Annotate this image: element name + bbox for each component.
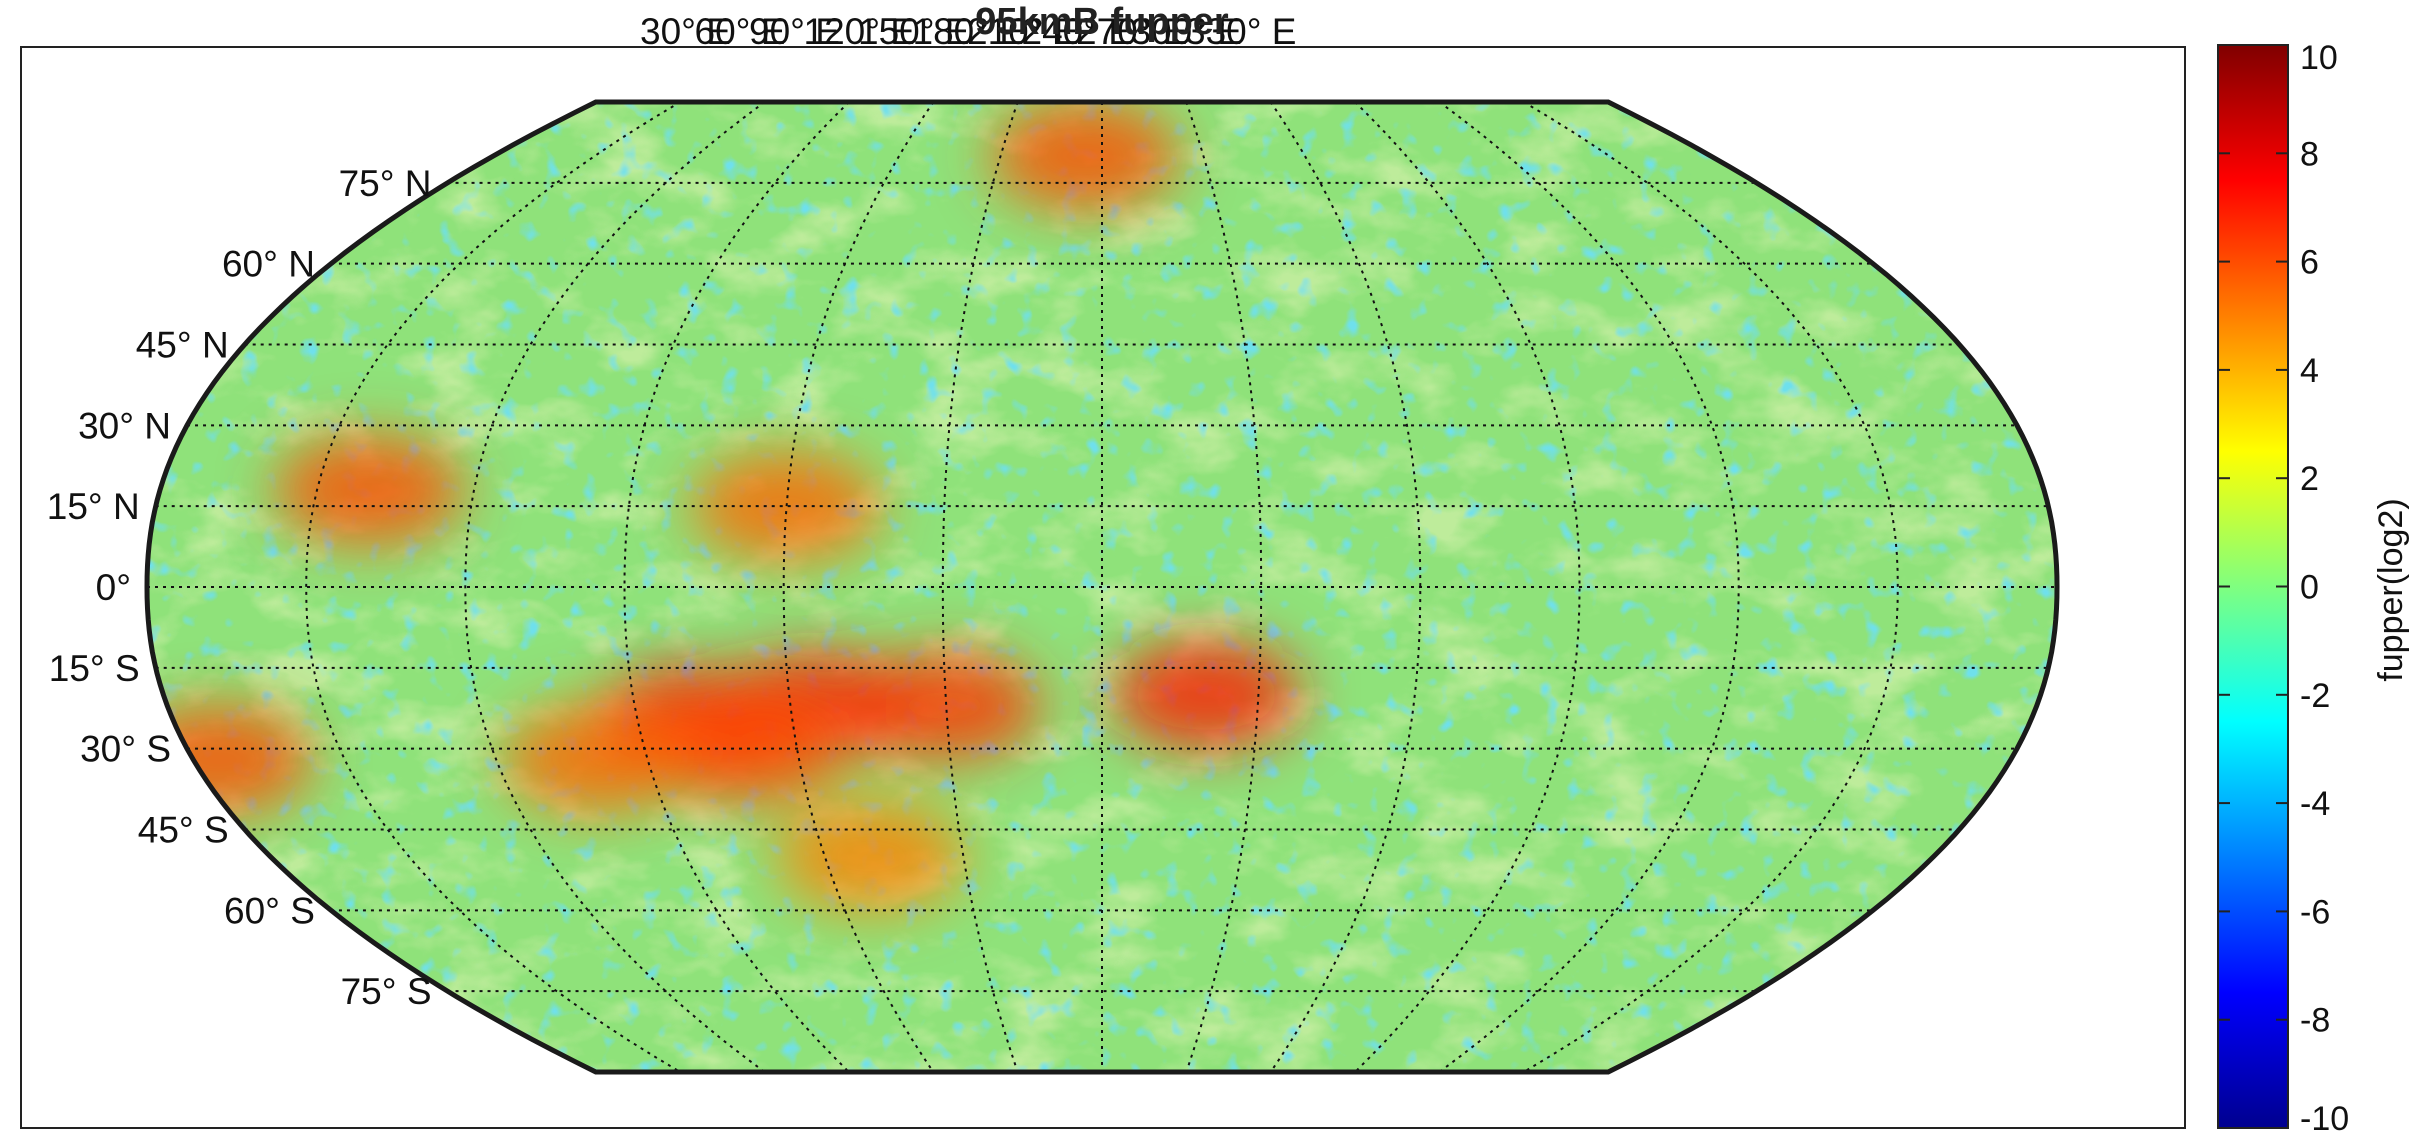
field-texture bbox=[147, 102, 2057, 1072]
colorbar-tick-label: 10 bbox=[2300, 39, 2338, 77]
lon-tick-label: 90° E bbox=[749, 11, 840, 52]
hotspot bbox=[651, 693, 842, 804]
colorbar-tick-label: 4 bbox=[2300, 352, 2319, 390]
lat-tick-label: 75° S bbox=[341, 971, 432, 1012]
lat-tick-label: 45° S bbox=[138, 810, 229, 851]
colorbar-tick-label: 8 bbox=[2300, 135, 2319, 173]
meridian-line bbox=[941, 102, 1019, 1072]
lat-tick-label: 75° N bbox=[339, 163, 432, 204]
colorbar-tick-label: -10 bbox=[2300, 1100, 2349, 1138]
meridian-line bbox=[623, 102, 850, 1072]
lon-tick-label: 240° E bbox=[1022, 11, 1134, 52]
meridian-line bbox=[305, 102, 681, 1072]
colorbar-tick-label: -8 bbox=[2300, 1002, 2330, 1040]
lon-tick-label: 60° E bbox=[695, 11, 786, 52]
lon-tick-label: 300° E bbox=[1131, 11, 1243, 52]
lon-tick-label: 120° E bbox=[804, 11, 916, 52]
lat-tick-label: 15° S bbox=[49, 648, 140, 689]
hotspot bbox=[775, 801, 966, 912]
hotspot bbox=[691, 451, 882, 562]
lon-tick-label: 210° E bbox=[967, 11, 1079, 52]
meridian-line bbox=[1523, 102, 1899, 1072]
meridian-line bbox=[1185, 102, 1263, 1072]
lat-tick-label: 60° N bbox=[222, 244, 315, 285]
colorbar-tick-label: -4 bbox=[2300, 785, 2330, 823]
hotspot bbox=[1111, 639, 1302, 750]
colorbar-label: fupper(log2) bbox=[2372, 498, 2410, 681]
map-outline bbox=[144, 99, 2060, 1075]
meridian-line bbox=[782, 102, 935, 1072]
lat-tick-label: 45° N bbox=[136, 325, 229, 366]
colorbar-tick-label: 6 bbox=[2300, 244, 2319, 282]
meridian-line bbox=[464, 102, 766, 1072]
colorbar-tick-label: -2 bbox=[2300, 677, 2330, 715]
hotspot bbox=[990, 102, 1181, 211]
lon-tick-label: 330° E bbox=[1185, 11, 1297, 52]
lat-tick-label: 60° S bbox=[224, 890, 315, 931]
meridian-line bbox=[1269, 102, 1422, 1072]
hotspot bbox=[274, 435, 465, 545]
colorbar-tick-label: 2 bbox=[2300, 460, 2319, 498]
lat-tick-label: 30° N bbox=[78, 405, 171, 446]
lon-tick-label: 270° E bbox=[1076, 11, 1188, 52]
colorbar-tick-label: -6 bbox=[2300, 893, 2330, 931]
map-field bbox=[147, 102, 2057, 1072]
lon-tick-label: 180° E bbox=[913, 11, 1025, 52]
meridian-line bbox=[1438, 102, 1740, 1072]
hotspot bbox=[851, 650, 1042, 761]
lat-tick-label: 15° N bbox=[47, 486, 140, 527]
lat-tick-label: 0° bbox=[96, 567, 131, 608]
lat-tick-label: 30° S bbox=[80, 729, 171, 770]
meridian-line bbox=[1354, 102, 1581, 1072]
hotspot bbox=[502, 704, 693, 815]
lon-tick-label: 150° E bbox=[858, 11, 970, 52]
chart-title: 95kmB fupper bbox=[975, 1, 1229, 43]
colorbar-tick-label: 0 bbox=[2300, 569, 2319, 607]
lon-tick-label: 30° E bbox=[640, 11, 731, 52]
